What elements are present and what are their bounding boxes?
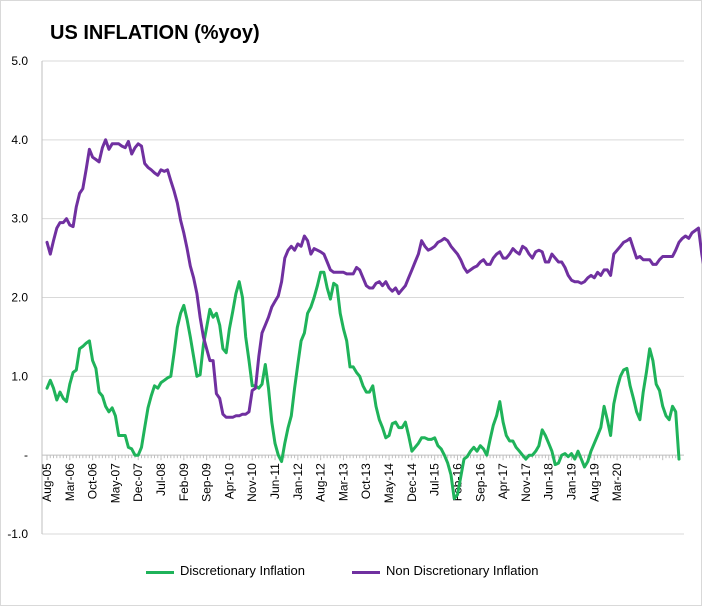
x-tick-label: Sep-16	[473, 463, 487, 502]
y-tick-label: 4.0	[11, 133, 28, 147]
x-tick-label: Jul-15	[428, 463, 442, 496]
y-tick-label: -1.0	[7, 527, 28, 541]
y-tick-label: -	[24, 448, 28, 462]
x-tick-label: Jun-18	[542, 463, 556, 500]
x-tick-label: Feb-09	[177, 463, 191, 501]
x-tick-label: Apr-10	[222, 463, 236, 499]
x-tick-label: Mar-20	[610, 463, 624, 501]
x-tick-label: Jan-12	[291, 463, 305, 500]
x-tick-label: Aug-19	[587, 463, 601, 502]
y-tick-label: 3.0	[11, 212, 28, 226]
x-tick-label: May-07	[108, 463, 122, 503]
legend-label-non-discretionary: Non Discretionary Inflation	[386, 563, 539, 578]
series-line-discretionary	[45, 270, 681, 500]
x-tick-label: Mar-13	[336, 463, 350, 501]
x-tick-label: Apr-17	[496, 463, 510, 499]
y-tick-label: 1.0	[11, 369, 28, 383]
x-tick-label: Dec-14	[405, 463, 419, 502]
x-tick-label: Jan-19	[564, 463, 578, 500]
legend-label-discretionary: Discretionary Inflation	[180, 563, 305, 578]
series-line-non-discretionary	[45, 138, 702, 419]
x-tick-label: Aug-12	[314, 463, 328, 502]
x-tick-label: Jul-08	[154, 463, 168, 496]
legend-swatch-non-discretionary	[352, 571, 380, 574]
x-tick-label: Nov-10	[245, 463, 259, 502]
x-tick-label: Mar-06	[63, 463, 77, 501]
x-tick-label: Dec-07	[131, 463, 145, 502]
x-tick-label: Aug-05	[40, 463, 54, 502]
x-tick-label: Nov-17	[519, 463, 533, 502]
x-tick-label: May-14	[382, 463, 396, 503]
y-tick-label: 2.0	[11, 291, 28, 305]
chart-title: US INFLATION (%yoy)	[50, 22, 260, 44]
x-tick-label: Jun-11	[268, 463, 282, 499]
x-tick-label: Oct-06	[86, 463, 100, 499]
legend-swatch-discretionary	[146, 571, 174, 574]
y-tick-label: 5.0	[11, 54, 28, 68]
x-tick-label: Sep-09	[200, 463, 214, 502]
x-tick-label: Oct-13	[359, 463, 373, 499]
